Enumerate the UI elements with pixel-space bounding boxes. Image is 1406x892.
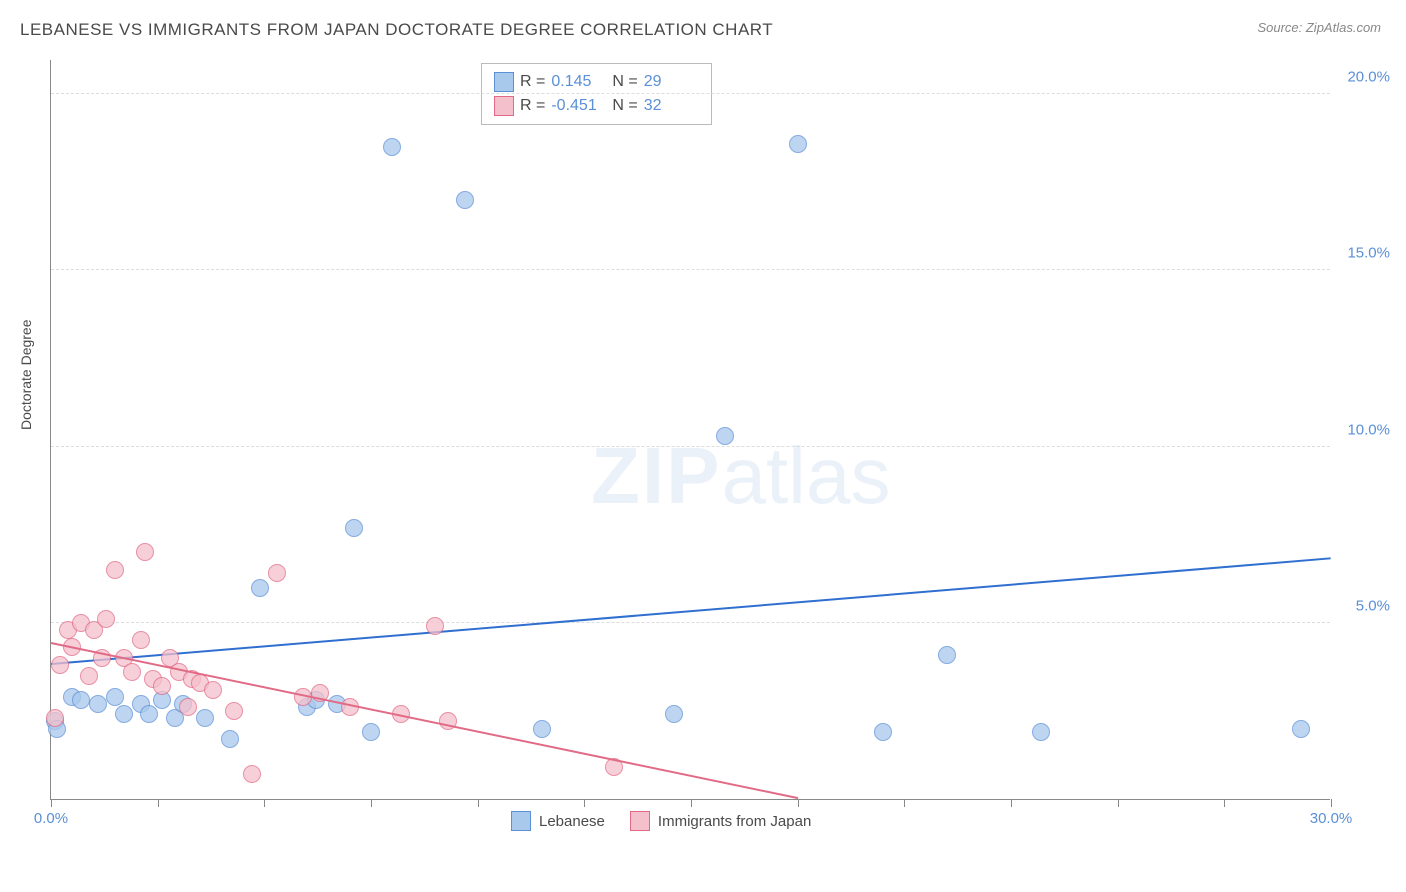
y-tick-label: 5.0%	[1356, 597, 1390, 614]
data-point	[196, 709, 214, 727]
watermark: ZIPatlas	[591, 430, 890, 522]
trend-line	[51, 557, 1331, 665]
x-tick	[478, 799, 479, 807]
x-tick-label: 30.0%	[1310, 810, 1353, 827]
data-point	[533, 720, 551, 738]
watermark-bold: ZIP	[591, 431, 721, 520]
data-point	[221, 730, 239, 748]
legend-label: Lebanese	[539, 813, 605, 830]
chart-title: LEBANESE VS IMMIGRANTS FROM JAPAN DOCTOR…	[20, 20, 773, 40]
x-tick	[904, 799, 905, 807]
legend-swatch	[511, 811, 531, 831]
source-attribution: Source: ZipAtlas.com	[1257, 20, 1381, 35]
data-point	[123, 663, 141, 681]
x-tick	[1118, 799, 1119, 807]
data-point	[243, 765, 261, 783]
legend-item: Immigrants from Japan	[630, 811, 811, 831]
x-tick	[798, 799, 799, 807]
r-value: 0.145	[551, 73, 606, 91]
data-point	[789, 135, 807, 153]
data-point	[140, 705, 158, 723]
x-tick	[691, 799, 692, 807]
x-tick	[371, 799, 372, 807]
stats-legend-row: R = -0.451 N = 32	[494, 94, 699, 118]
series-legend: Lebanese Immigrants from Japan	[511, 811, 811, 831]
data-point	[179, 698, 197, 716]
data-point	[136, 543, 154, 561]
data-point	[251, 579, 269, 597]
data-point	[106, 561, 124, 579]
x-tick	[51, 799, 52, 807]
data-point	[72, 691, 90, 709]
data-point	[89, 695, 107, 713]
legend-swatch	[494, 96, 514, 116]
legend-swatch	[494, 72, 514, 92]
data-point	[426, 617, 444, 635]
data-point	[268, 564, 286, 582]
n-label: N =	[612, 97, 637, 115]
data-point	[1032, 723, 1050, 741]
trend-line	[51, 642, 798, 799]
data-point	[115, 705, 133, 723]
r-label: R =	[520, 73, 545, 91]
data-point	[106, 688, 124, 706]
data-point	[51, 656, 69, 674]
x-tick	[584, 799, 585, 807]
plot-area: ZIPatlas R = 0.145 N = 29 R = -0.451 N = 32…	[50, 60, 1330, 800]
data-point	[80, 667, 98, 685]
data-point	[204, 681, 222, 699]
legend-item: Lebanese	[511, 811, 605, 831]
data-point	[345, 519, 363, 537]
data-point	[665, 705, 683, 723]
n-label: N =	[612, 73, 637, 91]
data-point	[97, 610, 115, 628]
data-point	[153, 677, 171, 695]
data-point	[938, 646, 956, 664]
r-label: R =	[520, 97, 545, 115]
stats-legend-row: R = 0.145 N = 29	[494, 70, 699, 94]
gridline	[51, 446, 1330, 447]
r-value: -0.451	[551, 97, 606, 115]
legend-swatch	[630, 811, 650, 831]
watermark-light: atlas	[721, 431, 890, 520]
n-value: 32	[644, 97, 699, 115]
x-tick	[1224, 799, 1225, 807]
data-point	[383, 138, 401, 156]
data-point	[362, 723, 380, 741]
data-point	[1292, 720, 1310, 738]
gridline	[51, 269, 1330, 270]
x-tick	[1011, 799, 1012, 807]
data-point	[874, 723, 892, 741]
data-point	[225, 702, 243, 720]
legend-label: Immigrants from Japan	[658, 813, 811, 830]
data-point	[46, 709, 64, 727]
y-tick-label: 20.0%	[1347, 69, 1390, 86]
x-tick	[158, 799, 159, 807]
n-value: 29	[644, 73, 699, 91]
data-point	[132, 631, 150, 649]
y-tick-label: 15.0%	[1347, 245, 1390, 262]
data-point	[716, 427, 734, 445]
x-tick-label: 0.0%	[34, 810, 68, 827]
x-tick	[264, 799, 265, 807]
y-axis-label: Doctorate Degree	[18, 319, 34, 430]
y-tick-label: 10.0%	[1347, 421, 1390, 438]
data-point	[456, 191, 474, 209]
x-tick	[1331, 799, 1332, 807]
gridline	[51, 93, 1330, 94]
gridline	[51, 622, 1330, 623]
